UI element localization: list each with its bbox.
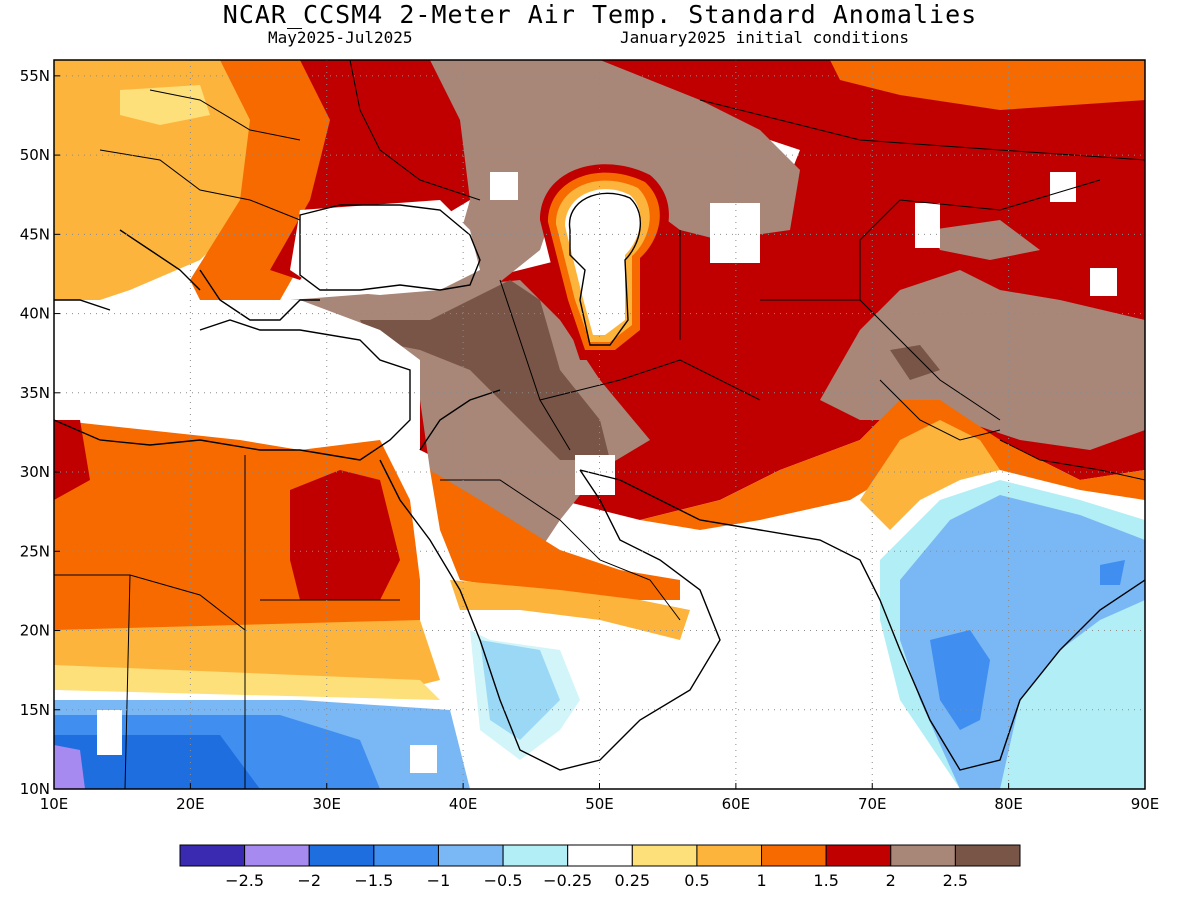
east-brown-patch	[930, 220, 1040, 260]
tibet-dark-brown-field	[890, 345, 940, 380]
colorbar-swatch	[761, 844, 827, 867]
colorbar-label: −0.5	[484, 871, 523, 890]
lat-tick-label: 45N	[20, 225, 50, 243]
mediterranean-white	[54, 300, 420, 450]
country-borders	[54, 60, 1145, 789]
colorbar-swatch	[890, 844, 956, 867]
colorbar	[179, 844, 1021, 867]
mask-box	[490, 172, 518, 200]
lat-tick-label: 35N	[20, 384, 50, 402]
colorbar-swatch	[437, 844, 504, 867]
mask-box	[1050, 172, 1076, 202]
mask-box	[97, 710, 122, 755]
lat-tick-label: 50N	[20, 146, 50, 164]
coastline-outline	[54, 192, 1145, 771]
axis-ticks	[53, 75, 1146, 790]
lon-tick-label: 90E	[1131, 795, 1160, 813]
lon-tick-label: 80E	[994, 795, 1023, 813]
mask-box	[410, 745, 437, 773]
africa-red-field	[290, 470, 400, 600]
arabia-hot-band	[430, 470, 680, 600]
colorbar-swatch	[373, 844, 439, 867]
india-cold-field	[930, 630, 990, 730]
anomaly-fields	[54, 60, 1145, 789]
north-orange-band	[830, 60, 1145, 110]
yemen-pale-field	[470, 630, 580, 760]
africa-west-red	[54, 420, 90, 500]
lat-tick-label: 30N	[20, 463, 50, 481]
colorbar-swatch	[567, 844, 633, 867]
lat-tick-label: 20N	[20, 622, 50, 640]
latitude-labels: 55N 50N 45N 40N 35N 30N 25N 20N 15N 10N	[20, 67, 50, 798]
colorbar-label: 0.25	[614, 871, 650, 890]
colorbar-swatch	[631, 844, 698, 867]
lon-tick-label: 10E	[40, 795, 69, 813]
colorbar-swatch	[308, 844, 375, 867]
lon-tick-label: 30E	[312, 795, 341, 813]
arabia-warm-band	[450, 580, 690, 640]
lon-tick-label: 40E	[449, 795, 478, 813]
valid-period-subtitle: May2025-Jul2025	[268, 28, 413, 47]
colorbar-label: −2	[297, 871, 321, 890]
lat-tick-label: 15N	[20, 701, 50, 719]
lat-tick-label: 10N	[20, 780, 50, 798]
colorbar-label: 1	[756, 871, 766, 890]
lat-tick-label: 25N	[20, 542, 50, 560]
colorbar-label: 2.5	[943, 871, 968, 890]
mask-box	[710, 203, 760, 263]
map-title: NCAR_CCSM4 2-Meter Air Temp. Standard An…	[222, 0, 978, 29]
black-sea-white	[290, 200, 480, 295]
colorbar-label: −1	[427, 871, 451, 890]
init-conditions-subtitle: January2025 initial conditions	[620, 28, 909, 47]
longitude-labels: 10E 20E 30E 40E 50E 60E 70E 80E 90E	[40, 795, 1160, 813]
colorbar-label: 2	[886, 871, 896, 890]
mask-box	[150, 120, 190, 150]
colorbar-label: −1.5	[354, 871, 393, 890]
lon-tick-label: 60E	[722, 795, 751, 813]
caspian-brown-field	[290, 60, 800, 330]
colorbar-swatch	[244, 844, 310, 867]
mask-box	[575, 455, 615, 495]
colorbar-swatch	[954, 844, 1021, 867]
colorbar-label: 0.5	[684, 871, 709, 890]
colorbar-labels: −2.5 −2 −1.5 −1 −0.5 −0.25 0.25 0.5 1 1.5 2 2.5	[225, 871, 968, 890]
colorbar-swatch	[825, 844, 892, 867]
lat-tick-label: 40N	[20, 305, 50, 323]
africa-pale-band	[54, 665, 440, 700]
lon-tick-label: 70E	[858, 795, 887, 813]
mask-box	[915, 203, 940, 248]
europe-warm-field	[54, 60, 300, 300]
colorbar-label: −2.5	[225, 871, 264, 890]
lon-tick-label: 20E	[176, 795, 205, 813]
lat-tick-label: 55N	[20, 67, 50, 85]
india-warm-band	[860, 420, 1000, 530]
lon-tick-label: 50E	[585, 795, 614, 813]
colorbar-swatch	[179, 844, 246, 867]
europe-yellow-patch	[120, 85, 210, 125]
caspian-white-core	[565, 189, 641, 335]
colorbar-label: 1.5	[813, 871, 838, 890]
bay-cold-patch	[1100, 560, 1125, 585]
colorbar-label: −0.25	[543, 871, 592, 890]
africa-violet-patch	[54, 745, 85, 789]
mask-box	[1090, 268, 1117, 296]
colorbar-swatch	[502, 844, 569, 867]
iraq-dark-brown-field	[360, 280, 610, 460]
colorbar-swatch	[696, 844, 763, 867]
